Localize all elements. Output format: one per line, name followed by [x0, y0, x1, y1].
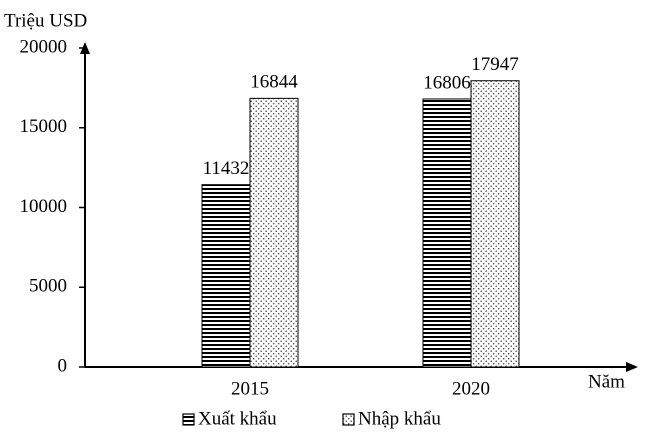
legend-label: Nhập khẩu [358, 408, 441, 429]
bar [249, 97, 299, 368]
bar [422, 98, 472, 368]
y-axis-label: Triệu USD [4, 10, 87, 31]
legend-label: Xuất khẩu [198, 408, 277, 429]
x-tick-label: 2020 [452, 378, 490, 399]
value-label: 16806 [423, 72, 471, 93]
x-axis-label: Năm [588, 371, 625, 392]
y-tick-label: 20000 [20, 36, 68, 57]
bar [201, 184, 251, 368]
value-label: 11432 [203, 158, 250, 179]
y-tick-label: 0 [58, 355, 68, 376]
y-tick-label: 10000 [20, 196, 68, 217]
legend-swatch [182, 413, 195, 426]
x-axis-arrow [626, 362, 638, 372]
value-label: 17947 [471, 54, 519, 75]
y-tick-label: 15000 [20, 116, 68, 137]
value-label: 16844 [250, 72, 298, 93]
bar [470, 80, 520, 368]
legend-swatch [342, 413, 355, 426]
y-tick-label: 5000 [29, 276, 67, 297]
x-tick-label: 2015 [231, 378, 269, 399]
